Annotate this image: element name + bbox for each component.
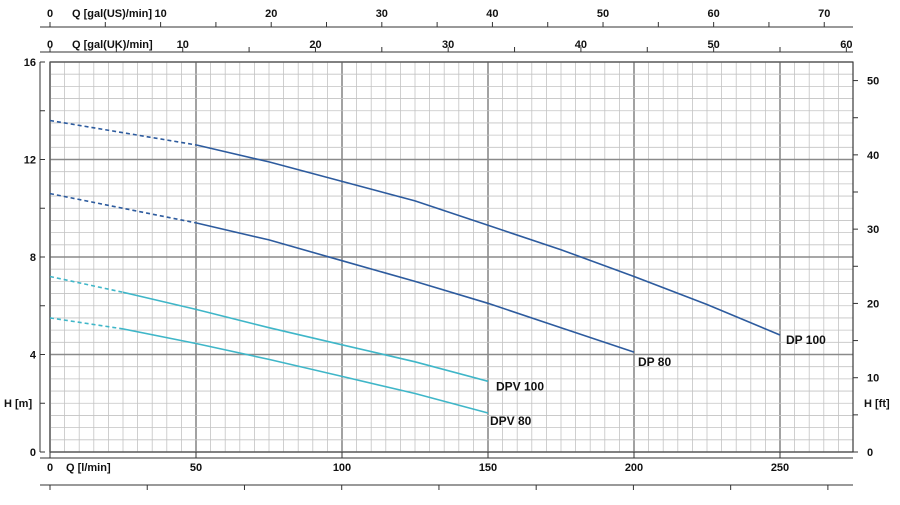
uk-axis-tick-label: 20 <box>309 39 321 51</box>
series-dp-80-dashed <box>49 192 197 224</box>
us-axis-tick-label: 60 <box>708 8 720 20</box>
right-axis-tick-label: 30 <box>867 224 879 236</box>
us-axis-label: Q [gal(US)/min] <box>72 8 152 20</box>
us-axis-tick-label: 0 <box>47 8 53 20</box>
series-dpv-100-line <box>122 291 489 383</box>
left-axis-tick-label: 16 <box>24 57 36 69</box>
series-dp-80-line <box>195 222 635 353</box>
series-label-dpv-100: DPV 100 <box>496 379 544 393</box>
grid <box>49 61 854 453</box>
uk-axis-tick-label: 40 <box>575 39 587 51</box>
series-labels: DP 100 DP 80 DPV 100 DPV 80 <box>490 333 826 428</box>
series-label-dp-100: DP 100 <box>786 333 826 347</box>
us-axis-tick-label: 40 <box>486 8 498 20</box>
left-axis-label: H [m] <box>4 398 32 410</box>
left-axis-tick-label: 8 <box>30 252 36 264</box>
series-label-dp-80: DP 80 <box>638 355 671 369</box>
left-axis-tick-label: 4 <box>30 350 37 362</box>
bottom-axis-tick-label: 0 <box>47 462 53 474</box>
us-axis-tick-label: 10 <box>154 8 166 20</box>
us-axis-tick-label: 70 <box>818 8 830 20</box>
right-axis-tick-label: 40 <box>867 150 879 162</box>
series-dpv-80-line <box>122 328 489 414</box>
series-dp-100-dashed <box>49 119 197 146</box>
bottom-axis-tick-label: 100 <box>333 462 351 474</box>
series-label-dpv-80: DPV 80 <box>490 414 532 428</box>
bottom-axis-tick-label: 50 <box>190 462 202 474</box>
uk-axis-tick-label: 60 <box>840 39 852 51</box>
uk-axis-tick-label: 10 <box>177 39 189 51</box>
right-axis-tick-label: 0 <box>867 447 873 459</box>
right-axis-tick-label: 50 <box>867 76 879 88</box>
bottom-axis-tick-label: 200 <box>625 462 643 474</box>
right-axis-label: H [ft] <box>864 398 890 410</box>
bottom-axis-tick-label: 150 <box>479 462 497 474</box>
right-axis-tick-label: 20 <box>867 298 879 310</box>
bottom-axis-tick-label: 250 <box>771 462 789 474</box>
uk-axis-tick-label: 50 <box>708 39 720 51</box>
us-axis-tick-label: 30 <box>376 8 388 20</box>
right-axis-tick-label: 10 <box>867 373 879 385</box>
uk-axis-tick-label: 30 <box>442 39 454 51</box>
bottom-axis-label: Q [l/min] <box>66 462 111 474</box>
us-axis-tick-label: 20 <box>265 8 277 20</box>
uk-axis-tick-label: 0 <box>47 39 53 51</box>
left-axis-tick-label: 0 <box>30 447 36 459</box>
series-dpv-80-dashed <box>49 317 124 330</box>
us-axis-tick-label: 50 <box>597 8 609 20</box>
series-dp-100-line <box>195 144 781 336</box>
uk-axis-label: Q [gal(UK)/min] <box>72 39 153 51</box>
series-lines <box>49 119 781 414</box>
axes: 0 10 20 30 40 50 60 70Q [gal(US)/min]0 10 20 30 40 5… <box>4 8 890 490</box>
left-axis-tick-label: 12 <box>24 155 36 167</box>
series-dpv-100-dashed <box>49 275 124 294</box>
